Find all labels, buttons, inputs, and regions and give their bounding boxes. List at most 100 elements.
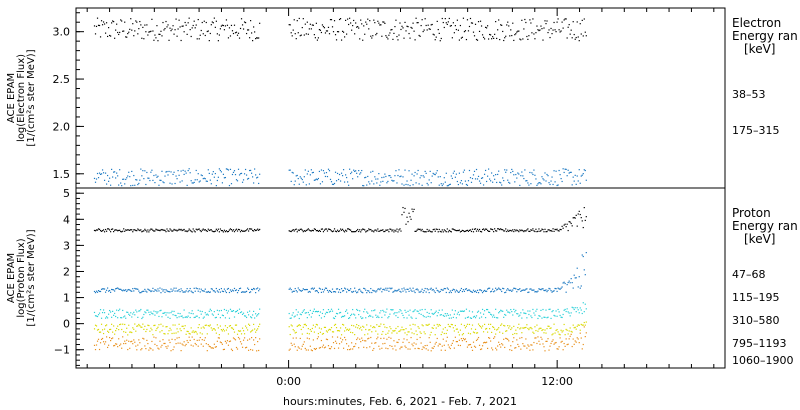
data-point: [506, 330, 508, 332]
data-point: [380, 24, 382, 26]
data-point: [376, 290, 378, 292]
data-point: [583, 169, 585, 171]
data-point: [215, 346, 217, 348]
data-point: [238, 174, 241, 176]
data-point: [198, 181, 200, 183]
data-point: [208, 345, 210, 347]
data-point: [117, 346, 119, 348]
data-point: [116, 23, 118, 25]
data-point: [159, 179, 161, 181]
data-point: [365, 328, 367, 331]
data-point: [522, 175, 524, 177]
data-point: [440, 333, 442, 336]
data-point: [390, 308, 392, 311]
data-point: [253, 339, 255, 341]
data-point: [411, 27, 413, 29]
y-tick-label: 1: [63, 292, 70, 305]
data-point: [358, 313, 360, 316]
data-point: [185, 24, 187, 26]
data-point: [258, 37, 260, 39]
data-point: [242, 312, 245, 314]
data-point: [319, 183, 322, 185]
data-point: [513, 39, 515, 42]
data-point: [189, 316, 191, 319]
data-point: [343, 231, 346, 233]
data-point: [528, 184, 530, 186]
data-point: [401, 346, 403, 348]
y-tick-label: 2.0: [53, 120, 71, 133]
data-point: [387, 317, 389, 319]
data-point: [323, 172, 326, 174]
data-point: [183, 309, 185, 311]
data-point: [469, 317, 472, 319]
data-point: [121, 328, 123, 331]
data-point: [297, 287, 299, 289]
data-point: [208, 291, 210, 294]
data-point: [556, 184, 558, 187]
y-tick-label: 0: [63, 318, 70, 331]
data-point: [420, 24, 422, 27]
data-point: [342, 347, 345, 349]
data-point: [114, 229, 116, 231]
data-point: [94, 348, 97, 351]
data-point: [290, 180, 292, 183]
data-point: [114, 333, 116, 335]
data-point: [457, 29, 459, 31]
data-point: [445, 291, 447, 294]
data-point: [565, 338, 567, 340]
data-point: [519, 328, 521, 330]
data-point: [295, 228, 297, 230]
data-point: [355, 230, 357, 233]
data-point: [479, 312, 482, 314]
data-point: [553, 323, 555, 325]
data-point: [523, 177, 525, 180]
data-point: [431, 347, 433, 349]
data-point: [293, 184, 295, 186]
data-point: [546, 291, 548, 293]
data-point: [329, 310, 332, 312]
data-point: [402, 341, 404, 343]
data-point: [153, 324, 155, 327]
data-point: [146, 309, 148, 311]
data-point: [320, 31, 323, 34]
data-point: [527, 291, 529, 294]
data-point: [584, 324, 586, 326]
data-point: [289, 317, 291, 319]
data-point: [137, 288, 139, 290]
data-point: [197, 18, 199, 21]
data-point: [178, 316, 180, 318]
data-point: [373, 325, 375, 328]
data-point: [142, 170, 144, 172]
data-point: [323, 326, 326, 329]
data-point: [211, 288, 213, 290]
data-point: [497, 173, 499, 176]
data-point: [577, 338, 579, 340]
data-point: [149, 314, 151, 316]
data-point: [164, 342, 166, 345]
data-point: [219, 228, 221, 230]
data-point: [489, 311, 491, 314]
data-point: [231, 30, 234, 32]
data-point: [97, 328, 100, 331]
data-point: [223, 330, 226, 332]
data-point: [583, 206, 585, 209]
data-point: [426, 311, 428, 314]
data-point: [126, 177, 128, 179]
data-point: [427, 315, 429, 318]
data-point: [314, 290, 316, 292]
data-point: [517, 230, 519, 232]
data-point: [579, 182, 581, 184]
data-point: [302, 326, 304, 328]
data-point: [348, 23, 350, 26]
data-point: [360, 231, 362, 233]
data-point: [494, 33, 496, 35]
data-point: [578, 342, 580, 344]
data-point: [99, 331, 102, 333]
data-point: [256, 229, 258, 231]
data-point: [170, 288, 172, 290]
data-point: [477, 292, 480, 294]
data-point: [228, 229, 231, 231]
data-point: [190, 344, 192, 346]
data-point: [538, 340, 540, 342]
data-point: [237, 330, 240, 332]
